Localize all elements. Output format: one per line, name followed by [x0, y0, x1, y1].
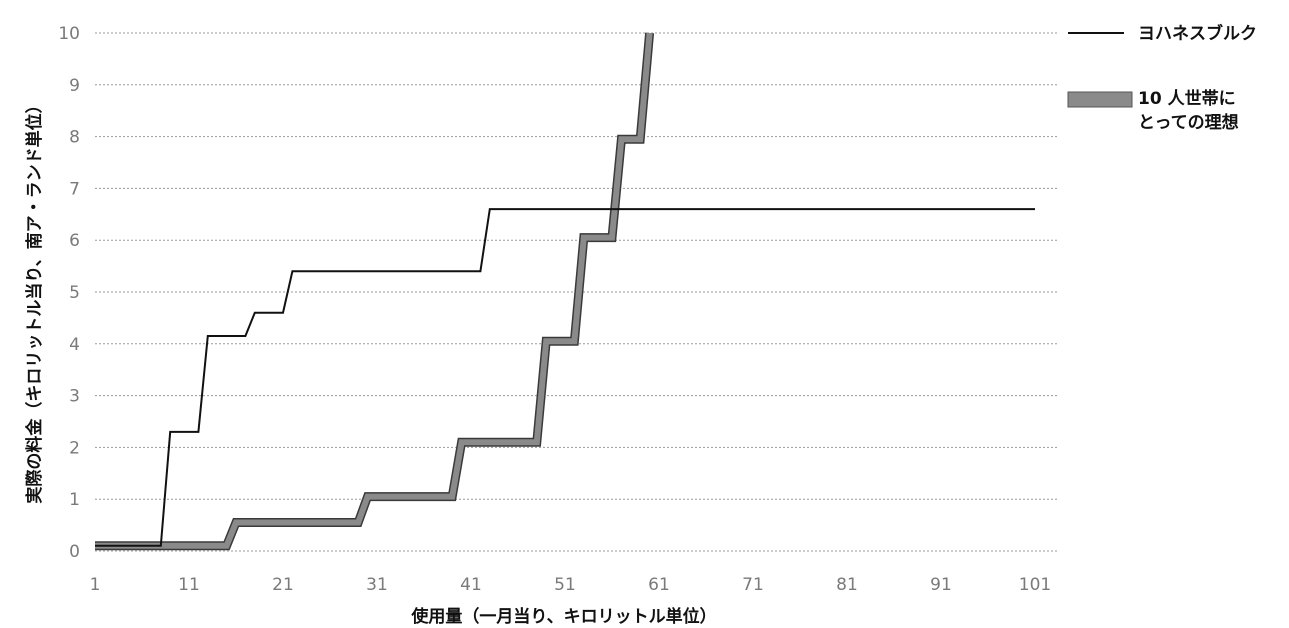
x-tick-label: 41 [460, 575, 482, 595]
x-tick-label: 31 [366, 575, 388, 595]
legend-label-johannesburg: ヨハネスブルク [1138, 23, 1257, 44]
y-tick-label: 6 [69, 231, 80, 251]
legend: ヨハネスブルク 10 人世帯にとっての理想 [1067, 23, 1257, 133]
y-tick-label: 0 [69, 542, 80, 562]
y-tick-label: 7 [69, 179, 80, 199]
y-tick-label: 10 [58, 24, 80, 44]
x-tick-label: 61 [648, 575, 670, 595]
series-line-1-outline [95, 32, 655, 551]
series-line-1 [95, 32, 653, 549]
y-tick-label: 4 [69, 335, 80, 355]
x-tick-label: 101 [1019, 575, 1051, 595]
y-axis-ticks: 0 1 2 3 4 5 6 7 8 9 10 [58, 24, 80, 562]
legend-swatch-ideal [1067, 91, 1133, 108]
x-tick-label: 91 [930, 575, 952, 595]
y-tick-label: 5 [69, 283, 80, 303]
y-axis-title: 実際の料金（キロリットル当り、南ア・ランド単位） [24, 96, 45, 503]
legend-label-ideal-line: とっての理想 [1138, 112, 1239, 133]
x-axis-title: 使用量（一月当り、キロリットル単位） [410, 606, 716, 627]
series-layer [95, 32, 1035, 551]
y-tick-label: 8 [69, 128, 80, 148]
y-tick-label: 9 [69, 76, 80, 96]
legend-label-ideal: 10 人世帯にとっての理想 [1138, 88, 1239, 133]
y-tick-label: 1 [69, 490, 80, 510]
x-tick-label: 81 [836, 575, 858, 595]
x-tick-label: 51 [554, 575, 576, 595]
series-line-0 [95, 208, 1035, 547]
x-tick-label: 21 [272, 575, 294, 595]
x-tick-label: 11 [178, 575, 200, 595]
x-axis-ticks: 1 11 21 31 41 51 61 71 81 91 101 [90, 575, 1052, 595]
x-tick-label: 71 [742, 575, 764, 595]
x-tick-label: 1 [90, 575, 101, 595]
legend-label-ideal-line: 10 人世帯に [1138, 88, 1236, 109]
y-tick-label: 3 [69, 387, 80, 407]
y-tick-label: 2 [69, 438, 80, 458]
